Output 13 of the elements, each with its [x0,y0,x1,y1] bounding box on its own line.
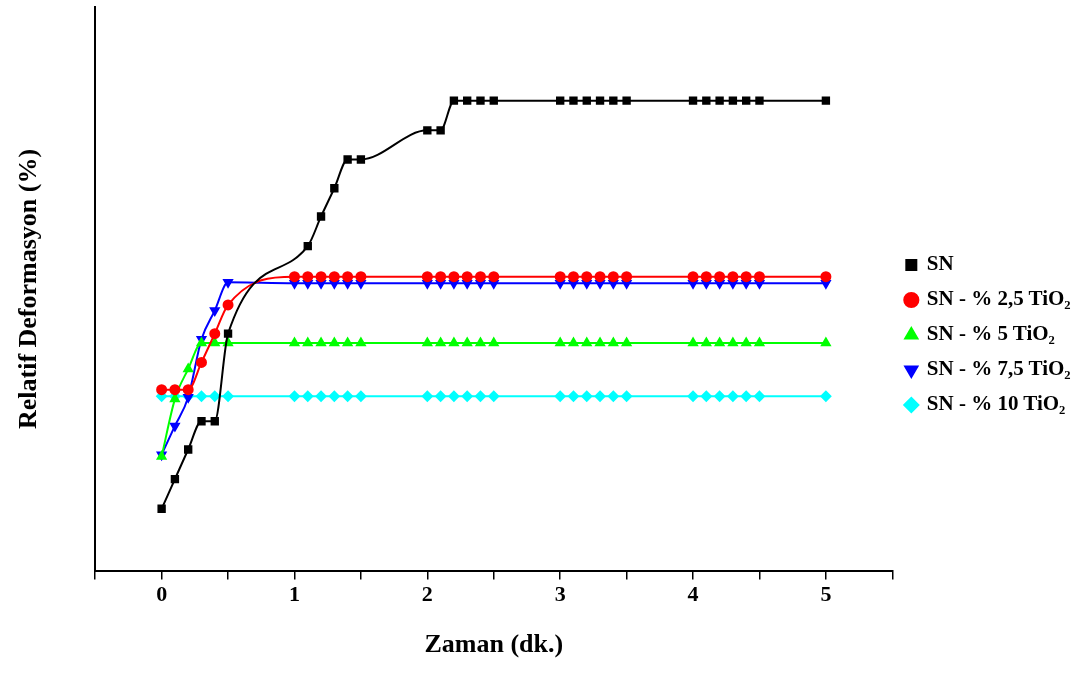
x-axis-title: Zaman (dk.) [424,629,564,659]
x-tick-label: 3 [554,581,566,607]
legend-label: SN - % 10 TiO₂ [926,391,1066,416]
x-tick-label: 4 [687,581,699,607]
legend-label: SN [926,251,954,276]
x-tick-label: 1 [288,581,300,607]
y-axis-title: Relatif Deformasyon (%) [13,148,43,430]
legend-label: SN - % 2,5 TiO₂ [926,286,1071,311]
legend-label: SN - % 5 TiO₂ [926,321,1055,346]
legend-label: SN - % 7,5 TiO₂ [926,356,1071,381]
x-tick-label: 2 [421,581,433,607]
x-tick-label: 0 [156,581,168,607]
x-tick-label: 5 [820,581,832,607]
